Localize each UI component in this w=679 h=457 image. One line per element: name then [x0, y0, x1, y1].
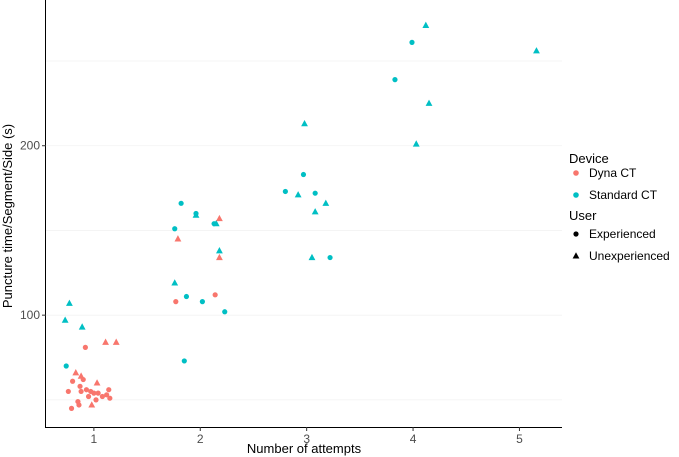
dyna-ct-unexperienced-point [112, 338, 120, 345]
dyna-ct-unexperienced-point [102, 338, 109, 345]
x-tick-label: 4 [410, 432, 417, 446]
standard-ct-unexperienced-point [301, 119, 308, 127]
dyna-ct-unexperienced-point [72, 369, 80, 376]
y-axis-title: Puncture time/Segment/Side (s) [0, 124, 15, 308]
legend-color-key [573, 170, 579, 176]
dyna-ct-experienced-point [91, 390, 97, 396]
standard-ct-experienced-point [409, 39, 415, 45]
dyna-ct-experienced-point [78, 388, 84, 395]
standard-ct-unexperienced-point [412, 140, 420, 147]
standard-ct-unexperienced-point [425, 99, 433, 106]
legend-color-title: Device [569, 151, 609, 166]
standard-ct-unexperienced-point [533, 47, 540, 54]
standard-ct-experienced-point [181, 358, 187, 364]
standard-ct-experienced-point [183, 293, 190, 300]
grid-lines [46, 60, 562, 401]
standard-ct-experienced-point [312, 190, 318, 196]
y-tick-label: 100 [20, 308, 40, 322]
dyna-ct-experienced-point [173, 299, 179, 305]
legend-shape-key [573, 231, 579, 237]
dyna-ct-experienced-point [82, 344, 88, 350]
standard-ct-experienced-point [222, 309, 228, 315]
legend-shape-label: Experienced [589, 227, 656, 241]
standard-ct-unexperienced-point [422, 21, 430, 28]
data-points [61, 21, 540, 411]
dyna-ct-unexperienced-point [174, 235, 182, 242]
dyna-ct-experienced-point [85, 393, 92, 400]
standard-ct-experienced-point [392, 77, 398, 83]
x-axis-title: Number of attempts [247, 441, 362, 456]
dyna-ct-experienced-point [106, 387, 112, 393]
standard-ct-experienced-point [63, 363, 69, 369]
legend-shape-label: Unexperienced [589, 249, 670, 263]
x-tick-label: 3 [303, 432, 310, 446]
dyna-ct-experienced-point [77, 383, 83, 389]
legend-color-label: Dyna CT [589, 166, 637, 180]
dyna-ct-experienced-point [99, 393, 105, 400]
legend-color-label: Standard CT [589, 188, 658, 202]
legend-shape-key [572, 252, 580, 259]
standard-ct-experienced-point [199, 299, 205, 305]
standard-ct-unexperienced-point [212, 219, 220, 227]
standard-ct-experienced-point [300, 171, 307, 178]
dyna-ct-experienced-point [93, 397, 99, 403]
dyna-ct-unexperienced-point [93, 379, 101, 386]
dyna-ct-experienced-point [76, 402, 82, 408]
standard-ct-unexperienced-point [322, 199, 330, 206]
standard-ct-experienced-point [327, 254, 333, 261]
x-tick-label: 5 [516, 432, 523, 446]
dyna-ct-experienced-point [69, 378, 76, 384]
standard-ct-unexperienced-point [66, 299, 73, 306]
standard-ct-experienced-point [178, 200, 184, 206]
legend-shape-title: User [569, 208, 597, 223]
standard-ct-unexperienced-point [294, 191, 302, 198]
dyna-ct-unexperienced-point [216, 214, 223, 222]
y-tick-label: 200 [20, 139, 40, 153]
dyna-ct-experienced-point [65, 388, 71, 395]
dyna-ct-experienced-point [83, 387, 90, 393]
axis-ticks: 1 2 3 4 5 100 200 [20, 139, 523, 446]
standard-ct-unexperienced-point [216, 247, 223, 254]
standard-ct-experienced-point [282, 188, 288, 195]
standard-ct-unexperienced-point [78, 323, 86, 330]
standard-ct-experienced-point [172, 226, 178, 232]
legend: Device Dyna CT Standard CT User Experienc… [569, 151, 670, 263]
dyna-ct-unexperienced-point [216, 253, 223, 261]
standard-ct-unexperienced-point [192, 211, 200, 218]
standard-ct-unexperienced-point [61, 316, 69, 323]
legend-color-key [573, 192, 579, 198]
axes [45, 0, 562, 428]
x-tick-label: 2 [197, 432, 204, 446]
dyna-ct-experienced-point [95, 390, 101, 396]
standard-ct-unexperienced-point [311, 208, 319, 215]
x-tick-label: 1 [91, 432, 98, 446]
dyna-ct-unexperienced-point [88, 401, 96, 408]
dyna-ct-unexperienced-point [77, 372, 85, 379]
dyna-ct-experienced-point [107, 395, 113, 401]
dyna-ct-experienced-point [212, 292, 218, 298]
dyna-ct-experienced-point [104, 392, 110, 398]
standard-ct-unexperienced-point [308, 253, 316, 261]
standard-ct-unexperienced-point [171, 279, 179, 286]
dyna-ct-experienced-point [68, 405, 75, 411]
